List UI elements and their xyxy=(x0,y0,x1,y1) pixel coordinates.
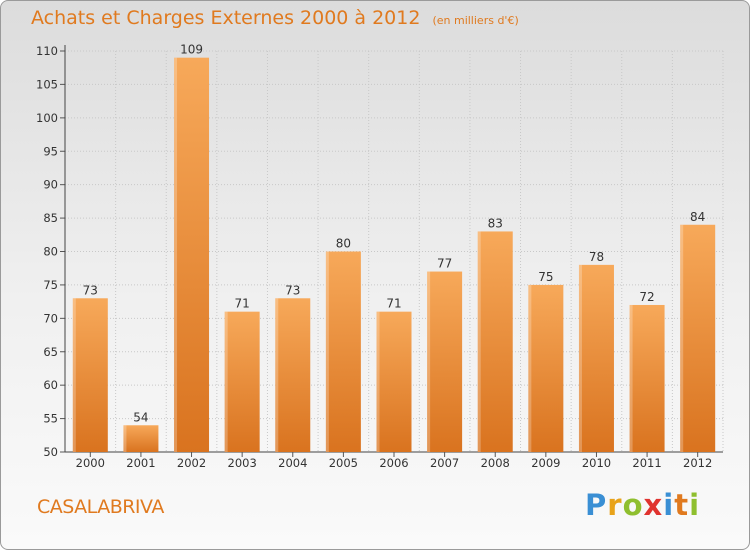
bar-highlight xyxy=(376,311,380,452)
data-label: 73 xyxy=(285,283,300,297)
bar-highlight xyxy=(325,251,329,452)
logo-letter: P xyxy=(585,488,608,522)
chart-title: Achats et Charges Externes 2000 à 2012 xyxy=(31,7,421,29)
x-tick-label: 2002 xyxy=(177,456,206,470)
chart-subtitle: (en milliers d'€) xyxy=(432,14,519,27)
x-tick-label: 2003 xyxy=(228,456,257,470)
data-label: 80 xyxy=(336,237,351,251)
grid-lines xyxy=(65,50,724,453)
y-tick-label: 60 xyxy=(43,378,58,392)
data-labels: 73 54 109 71 73 80 71 77 83 75 78 72 84 xyxy=(83,43,706,425)
bar xyxy=(174,57,210,452)
y-tick-label: 105 xyxy=(36,77,58,91)
bar-highlight xyxy=(72,298,76,452)
y-tick-label: 110 xyxy=(36,44,58,58)
y-tick-label: 90 xyxy=(43,178,58,192)
logo-letter: x xyxy=(643,488,664,522)
bar xyxy=(275,298,311,452)
bar-highlight xyxy=(427,271,431,452)
x-tick-label: 2001 xyxy=(126,456,155,470)
data-label: 75 xyxy=(538,270,553,284)
axes: 50 55 60 65 70 75 80 85 90 95 100 105 110 2000 2001 200… xyxy=(36,44,723,470)
bar xyxy=(629,304,665,452)
bar-highlight xyxy=(477,231,481,452)
bars xyxy=(72,57,716,452)
x-tick-label: 2000 xyxy=(76,456,105,470)
bar-highlight xyxy=(578,264,582,452)
logo-letter: r xyxy=(607,488,623,522)
bar xyxy=(427,271,463,452)
data-label: 84 xyxy=(690,210,705,224)
bar xyxy=(224,311,260,452)
bar-highlight xyxy=(224,311,228,452)
y-tick-label: 95 xyxy=(43,144,58,158)
data-label: 54 xyxy=(133,410,148,424)
y-tick-label: 65 xyxy=(43,345,58,359)
bar-highlight xyxy=(680,224,684,452)
y-tick-label: 80 xyxy=(43,245,58,259)
bar xyxy=(578,264,614,452)
y-tick-label: 75 xyxy=(43,278,58,292)
bar-highlight xyxy=(275,298,279,452)
y-tick-label: 85 xyxy=(43,211,58,225)
bar-highlight xyxy=(123,425,127,452)
x-tick-label: 2009 xyxy=(531,456,560,470)
x-tick-label: 2011 xyxy=(632,456,661,470)
logo-letter: o xyxy=(622,488,644,522)
bar-highlight xyxy=(629,304,633,452)
bar xyxy=(72,298,108,452)
bar xyxy=(528,284,564,452)
bar xyxy=(123,425,159,452)
bar xyxy=(325,251,361,452)
y-tick-label: 55 xyxy=(43,412,58,426)
bar-highlight xyxy=(174,57,178,452)
logo-letter: t xyxy=(674,488,690,522)
y-tick-label: 100 xyxy=(36,111,58,125)
x-tick-label: 2005 xyxy=(329,456,358,470)
data-label: 71 xyxy=(386,297,401,311)
x-tick-label: 2006 xyxy=(379,456,408,470)
data-label: 78 xyxy=(589,250,604,264)
proxiti-logo[interactable]: Proxiti xyxy=(585,488,700,522)
logo-letter: i xyxy=(689,488,701,522)
data-label: 83 xyxy=(488,216,503,230)
x-tick-label: 2008 xyxy=(481,456,510,470)
bar xyxy=(477,231,513,452)
logo-letter: i xyxy=(663,488,675,522)
x-tick-label: 2012 xyxy=(683,456,712,470)
data-label: 72 xyxy=(639,290,654,304)
y-tick-label: 50 xyxy=(43,445,58,459)
data-label: 71 xyxy=(235,297,250,311)
x-tick-label: 2010 xyxy=(582,456,611,470)
data-label: 77 xyxy=(437,257,452,271)
x-tick-label: 2007 xyxy=(430,456,459,470)
bar xyxy=(680,224,716,452)
data-label: 73 xyxy=(83,283,98,297)
data-label: 109 xyxy=(180,43,203,57)
location-name: CASALABRIVA xyxy=(37,496,164,518)
bar xyxy=(376,311,412,452)
y-tick-label: 70 xyxy=(43,311,58,325)
bar-highlight xyxy=(528,284,532,452)
title-row: Achats et Charges Externes 2000 à 2012 (… xyxy=(31,7,519,29)
x-tick-label: 2004 xyxy=(278,456,307,470)
